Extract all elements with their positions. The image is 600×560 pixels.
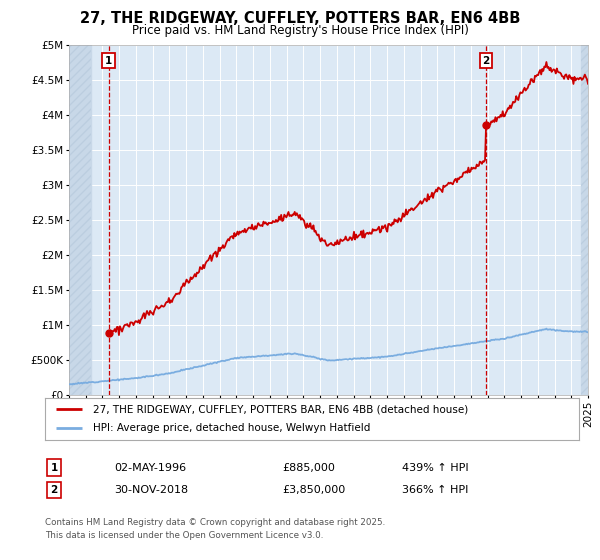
Text: 02-MAY-1996: 02-MAY-1996 bbox=[114, 463, 186, 473]
Text: 366% ↑ HPI: 366% ↑ HPI bbox=[402, 485, 469, 495]
Text: £3,850,000: £3,850,000 bbox=[282, 485, 345, 495]
Text: 2: 2 bbox=[50, 485, 58, 495]
Text: 2: 2 bbox=[482, 55, 490, 66]
Bar bbox=[581, 45, 588, 395]
Bar bbox=[69, 45, 91, 395]
Text: £885,000: £885,000 bbox=[282, 463, 335, 473]
Text: HPI: Average price, detached house, Welwyn Hatfield: HPI: Average price, detached house, Welw… bbox=[93, 423, 370, 433]
Bar bbox=[581, 45, 588, 395]
Text: Price paid vs. HM Land Registry's House Price Index (HPI): Price paid vs. HM Land Registry's House … bbox=[131, 24, 469, 36]
Bar bbox=[69, 45, 91, 395]
Text: 439% ↑ HPI: 439% ↑ HPI bbox=[402, 463, 469, 473]
Text: 27, THE RIDGEWAY, CUFFLEY, POTTERS BAR, EN6 4BB: 27, THE RIDGEWAY, CUFFLEY, POTTERS BAR, … bbox=[80, 11, 520, 26]
Text: 27, THE RIDGEWAY, CUFFLEY, POTTERS BAR, EN6 4BB (detached house): 27, THE RIDGEWAY, CUFFLEY, POTTERS BAR, … bbox=[93, 404, 469, 414]
Text: 30-NOV-2018: 30-NOV-2018 bbox=[114, 485, 188, 495]
Text: 1: 1 bbox=[50, 463, 58, 473]
Text: Contains HM Land Registry data © Crown copyright and database right 2025.
This d: Contains HM Land Registry data © Crown c… bbox=[45, 518, 385, 539]
Text: 1: 1 bbox=[105, 55, 112, 66]
